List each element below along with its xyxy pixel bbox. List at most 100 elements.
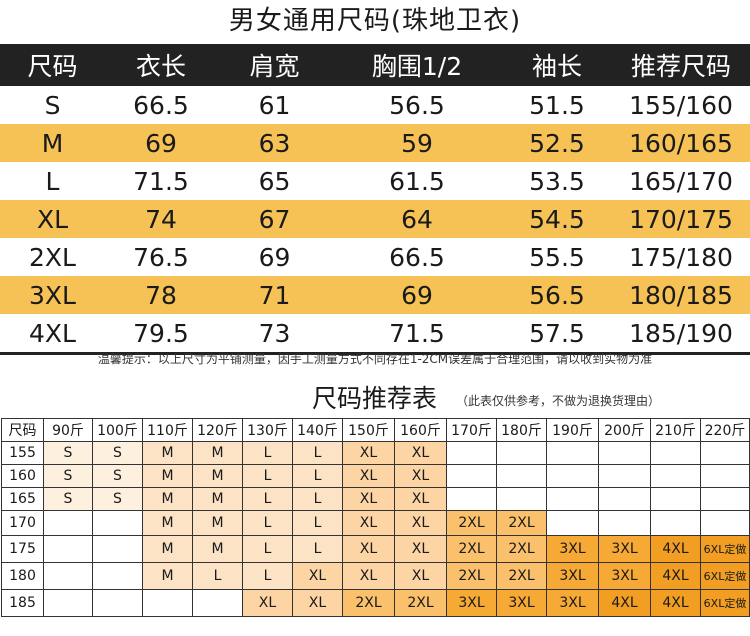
size-cell: 69 (258, 242, 291, 272)
recommend-cell: 3XL (546, 589, 599, 617)
recommend-cell: XL (394, 510, 447, 536)
size-cell: 65 (258, 166, 291, 196)
size-cell: 2XL (29, 242, 76, 272)
recommend-cell (598, 441, 651, 465)
recommend-cell: L (292, 464, 343, 488)
recommend-cell: XL (342, 487, 395, 511)
recommend-cell: S (92, 487, 143, 511)
recommend-table-header: 尺码 90斤 100斤 110斤 120斤 130斤 140斤 150斤 160斤 170斤 180… (1, 418, 750, 442)
recommend-cell: S (92, 441, 143, 465)
recommend-cell: L (292, 487, 343, 511)
size-cell: L (45, 166, 60, 196)
height-cell: 160 (1, 464, 44, 488)
recommend-cell: M (192, 464, 243, 488)
table-row: M 69 63 59 52.5 160/165 (0, 124, 750, 162)
size-cell: 63 (217, 124, 332, 162)
size-cell: 165/170 (629, 166, 733, 196)
header-cell: 胸围1/2 (332, 44, 502, 86)
recommend-cell (496, 464, 547, 488)
size-cell: 53.5 (529, 166, 585, 196)
recommend-cell: 2XL (342, 589, 395, 617)
recommend-header-cell: 110斤 (142, 418, 193, 442)
size-cell: 73 (217, 314, 332, 355)
size-cell: 79.5 (105, 314, 217, 355)
recommend-cell: XL (342, 441, 395, 465)
recommend-cell (192, 589, 243, 617)
table-row: 160 S S M M L L XL XL (1, 464, 750, 488)
size-cell: 69 (332, 276, 502, 314)
recommend-header-cell: 150斤 (342, 418, 395, 442)
recommend-cell: 2XL (446, 510, 497, 536)
recommend-cell (142, 589, 193, 617)
recommend-cell: M (142, 464, 193, 488)
size-cell: 67 (217, 200, 332, 238)
recommend-cell (43, 510, 93, 536)
recommend-cell: L (242, 441, 293, 465)
height-cell: 180 (1, 562, 44, 590)
recommend-cell: 2XL (496, 562, 547, 590)
recommend-cell: 4XL (650, 589, 701, 617)
recommend-cell: L (292, 535, 343, 563)
size-cell: 185/190 (612, 314, 750, 355)
recommend-header-cell: 尺码 (1, 418, 44, 442)
recommend-subtitle: （此表仅供参考，不做为退换货理由） (456, 394, 661, 408)
recommend-cell (92, 535, 143, 563)
recommend-cell (650, 510, 701, 536)
recommend-cell: XL (394, 487, 447, 511)
table-row: 3XL 78 71 69 56.5 180/185 (0, 276, 750, 314)
recommend-title-bar: 尺码推荐表 （此表仅供参考，不做为退换货理由） (0, 382, 750, 416)
recommend-cell: M (192, 510, 243, 536)
size-cell: 57.5 (502, 314, 612, 355)
recommend-cell: 3XL (546, 535, 599, 563)
recommend-cell: XL (394, 441, 447, 465)
size-cell: 61.5 (389, 166, 445, 196)
size-cell: 78 (105, 276, 217, 314)
size-cell: 160/165 (612, 124, 750, 162)
recommend-cell (92, 562, 143, 590)
size-cell: 59 (332, 124, 502, 162)
height-cell: 170 (1, 510, 44, 536)
table-row: 175 M M L L XL XL 2XL 2XL 3XL 3XL 4XL 6XL定做 (1, 535, 750, 563)
recommend-cell (700, 441, 750, 465)
recommend-cell: 2XL (496, 510, 547, 536)
recommend-cell: XL (394, 562, 447, 590)
recommend-cell (92, 510, 143, 536)
recommend-cell: L (242, 562, 293, 590)
recommend-cell: 4XL (598, 589, 651, 617)
recommend-cell: XL (342, 464, 395, 488)
recommend-cell: 4XL (650, 562, 701, 590)
recommend-cell: 3XL (598, 562, 651, 590)
recommend-cell: M (142, 441, 193, 465)
recommend-cell: XL (242, 589, 293, 617)
recommend-table: 尺码 90斤 100斤 110斤 120斤 130斤 140斤 150斤 160斤 170斤 180… (1, 418, 750, 617)
recommend-header-cell: 190斤 (546, 418, 599, 442)
recommend-cell: L (242, 487, 293, 511)
recommend-cell (546, 510, 599, 536)
recommend-cell: S (43, 487, 93, 511)
recommend-cell (650, 464, 701, 488)
header-cell: 尺码 (0, 44, 105, 86)
recommend-header-cell: 140斤 (292, 418, 343, 442)
recommend-cell: XL (292, 589, 343, 617)
recommend-header-cell: 220斤 (700, 418, 750, 442)
recommend-header-cell: 170斤 (446, 418, 497, 442)
size-cell: 175/180 (629, 242, 733, 272)
size-cell: 170/175 (612, 200, 750, 238)
header-cell: 袖长 (502, 44, 612, 86)
table-row: 165 S S M M L L XL XL (1, 487, 750, 511)
recommend-cell: L (242, 464, 293, 488)
recommend-cell: 3XL (496, 589, 547, 617)
recommend-cell (446, 441, 497, 465)
recommend-cell: 2XL (446, 562, 497, 590)
size-cell: M (0, 124, 105, 162)
table-row: 185 XL XL 2XL 2XL 3XL 3XL 3XL 4XL 4XL 6XL定做 (1, 589, 750, 617)
size-chart-title: 男女通用尺码(珠地卫衣) (228, 6, 522, 36)
recommend-cell: XL (342, 562, 395, 590)
recommend-cell (700, 510, 750, 536)
recommend-cell: 6XL定做 (700, 535, 750, 563)
size-table-header: 尺码 衣长 肩宽 胸围1/2 袖长 推荐尺码 (0, 44, 750, 86)
recommend-cell (700, 487, 750, 511)
recommend-cell: S (92, 464, 143, 488)
height-cell: 165 (1, 487, 44, 511)
